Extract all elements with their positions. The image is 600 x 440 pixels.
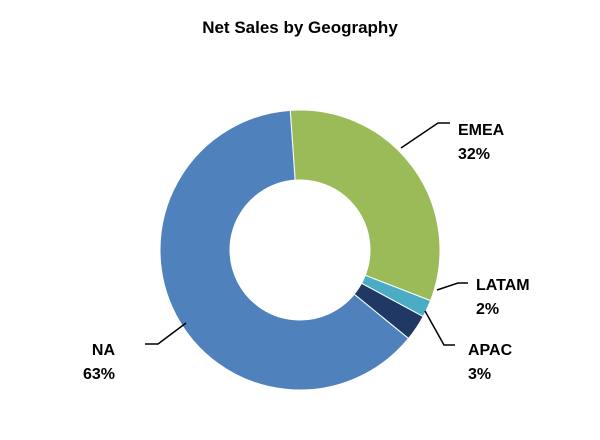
chart-title: Net Sales by Geography — [202, 18, 398, 37]
slice-percent-latam: 2% — [476, 301, 499, 318]
leader-line-apac — [424, 310, 455, 346]
slice-label-apac: APAC — [468, 342, 513, 359]
slice-emea — [289, 109, 441, 302]
leader-line-na — [145, 322, 187, 345]
slice-label-na: NA — [92, 342, 116, 359]
slice-label-latam: LATAM — [476, 277, 530, 294]
leader-line-emea — [400, 122, 450, 149]
leader-line-latam — [436, 282, 468, 291]
slice-na — [159, 109, 410, 391]
labels-group: EMEA 32% LATAM 2% APAC 3% NA 63% — [83, 122, 530, 383]
slices-group — [159, 109, 441, 391]
slice-percent-apac: 3% — [468, 366, 491, 383]
slice-percent-emea: 32% — [458, 146, 490, 163]
slice-label-emea: EMEA — [458, 122, 505, 139]
leader-lines-group — [145, 122, 468, 346]
slice-percent-na: 63% — [83, 366, 115, 383]
